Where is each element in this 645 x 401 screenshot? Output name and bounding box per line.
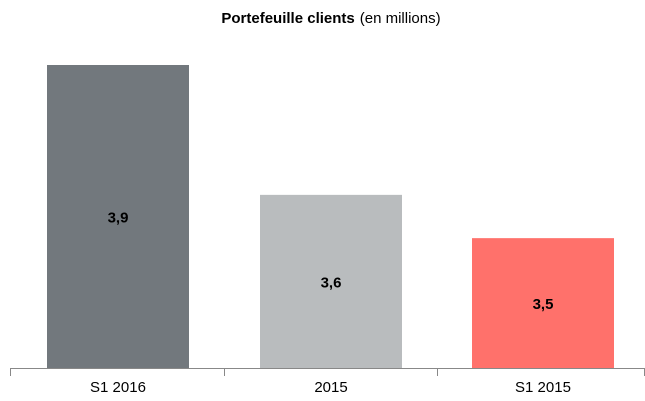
chart-title: Portefeuille clients [221,10,354,27]
value-label: 3,6 [321,274,342,291]
value-label: 3,5 [533,296,554,313]
x-tick-label: 2015 [314,379,347,396]
x-tick-label: S1 2015 [515,379,571,396]
bar [47,65,189,368]
chart-subtitle: (en millions) [360,10,441,27]
bar [260,194,402,368]
chart-title-group: Portefeuille clients (en millions) [221,10,440,27]
bar [472,238,614,368]
x-tick-label: S1 2016 [90,379,146,396]
value-label: 3,9 [108,209,129,226]
